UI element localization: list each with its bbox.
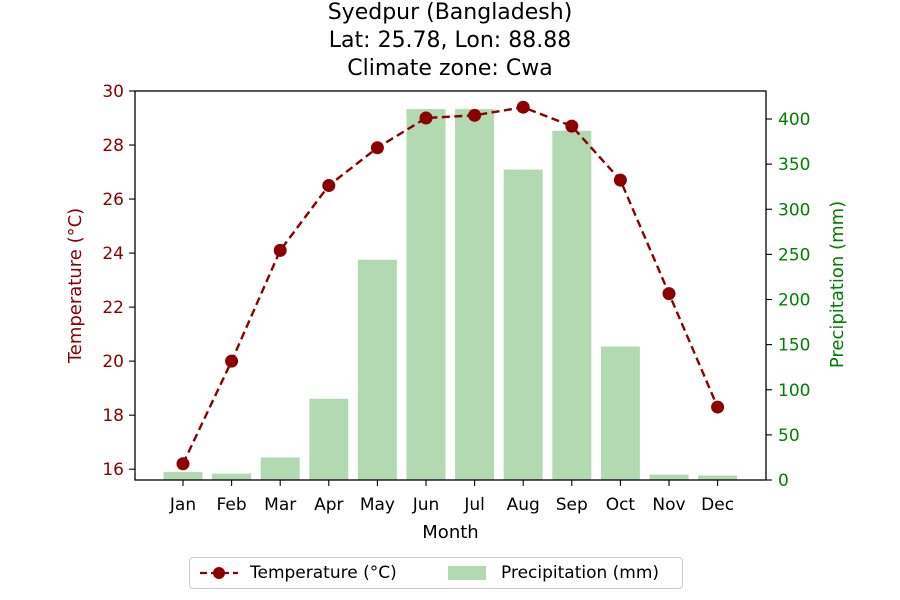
temp-point-jun: [419, 111, 433, 125]
legend-item-temperature: Temperature (°C): [198, 558, 397, 588]
legend-item-precipitation: Precipitation (mm): [448, 558, 659, 588]
temp-point-nov: [662, 287, 676, 301]
x-tick-label-dec: Dec: [701, 495, 734, 515]
chart-title-line-1: Syedpur (Bangladesh): [327, 0, 573, 25]
precip-bar-feb: [212, 473, 252, 480]
chart-legend: Temperature (°C) Precipitation (mm): [189, 557, 683, 589]
right-axis-label: Precipitation (mm): [827, 201, 848, 368]
right-tick-label: 0: [778, 471, 789, 491]
temperature-line: [181, 105, 719, 465]
x-tick-label-aug: Aug: [507, 495, 540, 515]
left-tick-label: 20: [102, 352, 124, 372]
left-tick-label: 28: [102, 136, 124, 156]
x-tick-label-oct: Oct: [606, 495, 636, 515]
precip-bar-jun: [406, 109, 446, 480]
right-tick-label: 150: [778, 336, 810, 356]
legend-precipitation-label: Precipitation (mm): [501, 563, 660, 583]
plot-frame: [134, 90, 767, 481]
precip-bar-sep: [552, 130, 592, 481]
chart-axes: 1618202224262830050100150200250300350400…: [65, 82, 848, 543]
left-tick-label: 30: [102, 82, 124, 102]
temp-point-jan: [176, 457, 190, 471]
precip-bar-aug: [503, 169, 543, 481]
temp-point-feb: [225, 354, 239, 368]
right-tick-label: 250: [778, 245, 810, 265]
precip-bar-jan: [163, 471, 203, 480]
right-tick-label: 50: [778, 426, 800, 446]
left-axis-label: Temperature (°C): [65, 208, 86, 364]
x-tick-label-jul: Jul: [463, 495, 485, 515]
chart-title-line-3: Climate zone: Cwa: [347, 56, 553, 81]
right-tick-label: 300: [778, 200, 810, 220]
x-tick-label-mar: Mar: [264, 495, 296, 515]
temp-point-mar: [273, 243, 287, 257]
temp-point-oct: [613, 173, 627, 187]
precip-bar-nov: [649, 474, 689, 480]
x-tick-label-nov: Nov: [652, 495, 685, 515]
legend-temperature-marker: [200, 567, 238, 579]
left-tick-label: 16: [102, 460, 124, 480]
left-tick-label: 24: [102, 244, 124, 264]
chart-title-line-2: Lat: 25.78, Lon: 88.88: [328, 28, 572, 53]
x-tick-label-jun: Jun: [412, 495, 440, 515]
x-tick-label-apr: Apr: [314, 495, 343, 515]
temp-point-dec: [711, 400, 725, 414]
right-tick-label: 400: [778, 110, 810, 130]
legend-temperature-label: Temperature (°C): [250, 563, 397, 583]
precip-bar-dec: [698, 475, 738, 480]
x-tick-label-jan: Jan: [169, 495, 196, 515]
temp-point-apr: [322, 179, 336, 193]
left-tick-label: 22: [102, 298, 124, 318]
precip-bar-oct: [600, 346, 640, 480]
x-tick-label-feb: Feb: [217, 495, 247, 515]
x-axis-label: Month: [422, 522, 478, 543]
left-tick-label: 18: [102, 406, 124, 426]
precip-bar-mar: [260, 457, 300, 480]
right-tick-label: 200: [778, 291, 810, 311]
precipitation-bars: [163, 109, 738, 481]
legend-precipitation-swatch: [448, 566, 486, 580]
left-tick-label: 26: [102, 190, 124, 210]
precip-bar-may: [357, 259, 397, 480]
x-tick-label-may: May: [360, 495, 395, 515]
temp-point-aug: [516, 100, 530, 114]
right-tick-label: 100: [778, 381, 810, 401]
precip-bar-jul: [455, 109, 495, 480]
precip-bar-apr: [309, 398, 349, 480]
temperature-series: [176, 100, 725, 471]
temp-point-sep: [565, 119, 579, 133]
temp-point-may: [370, 141, 384, 155]
temp-point-jul: [468, 108, 482, 122]
right-tick-label: 350: [778, 155, 810, 175]
x-tick-label-sep: Sep: [556, 495, 588, 515]
